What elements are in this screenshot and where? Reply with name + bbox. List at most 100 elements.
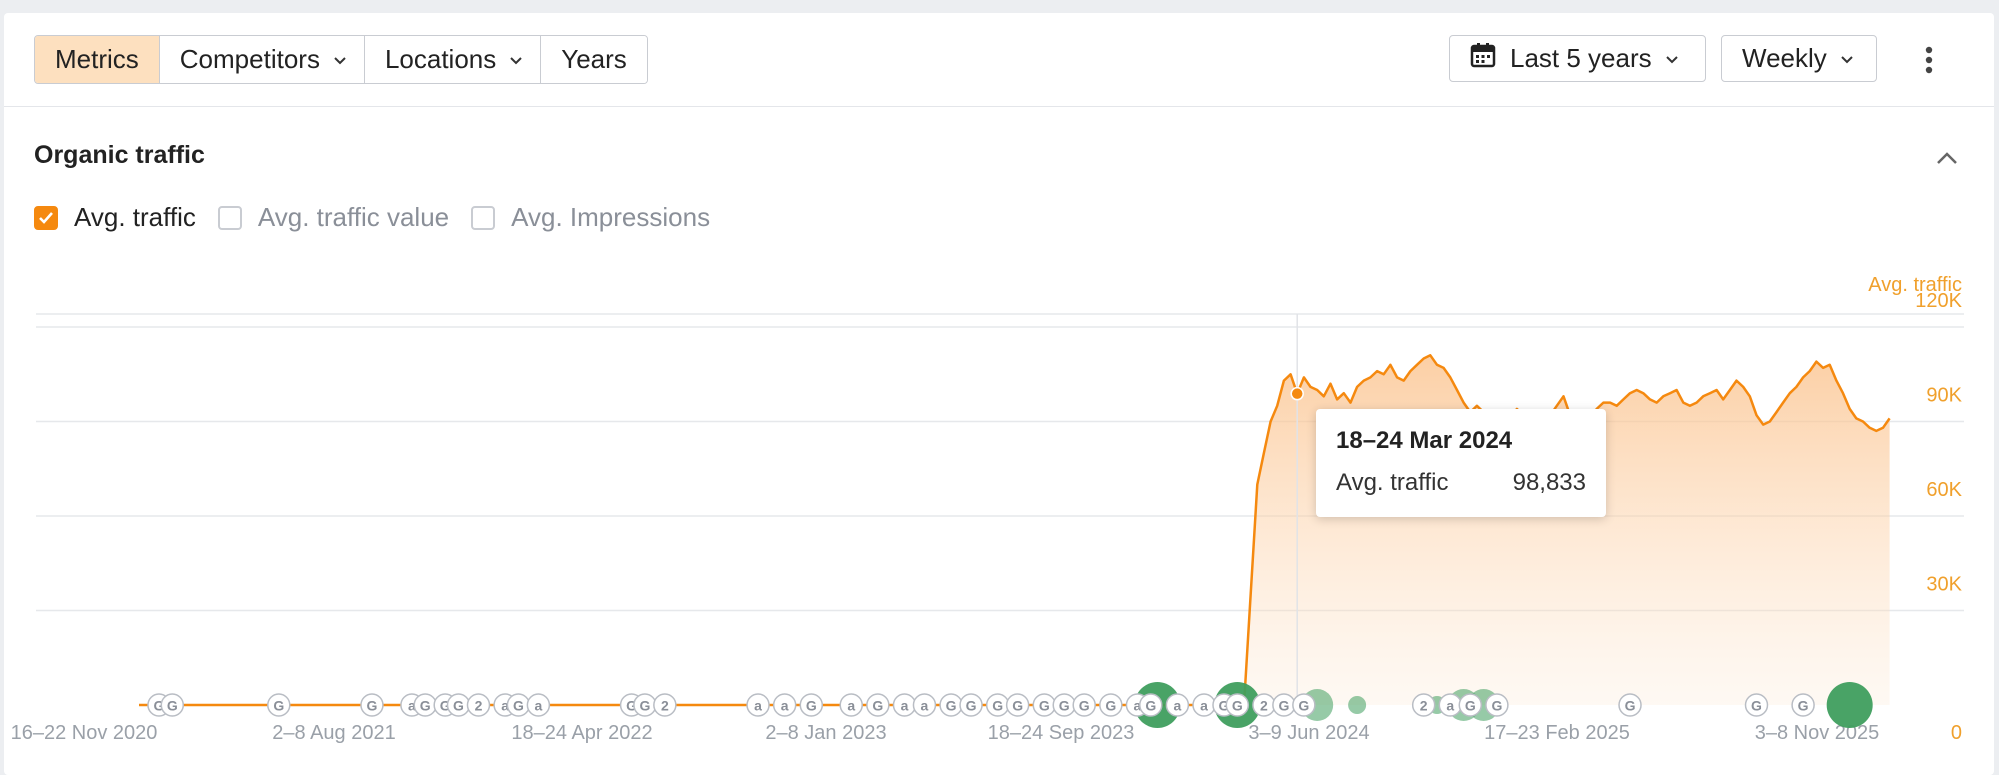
annotation-marker-label: a: [1446, 698, 1454, 714]
annotation-marker: [1791, 693, 1815, 717]
annotation-marker: [746, 693, 770, 717]
annotation-marker: [1485, 693, 1509, 717]
annotation-marker-label: G: [806, 698, 817, 714]
traffic-line: [139, 354, 1891, 707]
x-tick-label: 3–8 Nov 2025: [1755, 722, 1880, 744]
annotation-marker-label: G: [1039, 698, 1050, 714]
annotation-marker-label: G: [453, 698, 464, 714]
checkbox-icon[interactable]: [471, 205, 496, 230]
annotation-marker-label: 2: [475, 698, 483, 714]
section-title: Organic traffic: [34, 141, 205, 169]
y-tick-label: 60K: [1926, 479, 1962, 501]
metric-label: Avg. Impressions: [511, 202, 711, 232]
annotation-marker-label: G: [1079, 698, 1090, 714]
annotation-marker-label: G: [1219, 698, 1230, 714]
annotation-marker-label: G: [1298, 698, 1309, 714]
x-tick-label: 18–24 Apr 2022: [511, 722, 652, 744]
annotation-marker: [1618, 693, 1642, 717]
tab-label: Locations: [384, 44, 497, 74]
chart-toolbar: Metrics Competitors Locations Years: [4, 13, 1994, 107]
annotation-marker: [160, 693, 185, 717]
annotation-marker-label: a: [408, 698, 416, 714]
annotation-marker: [526, 693, 551, 717]
annotation-marker: [466, 693, 491, 717]
y-tick-label: 30K: [1926, 574, 1962, 596]
annotation-marker-label: G: [420, 698, 431, 714]
annotation-marker-label: G: [639, 698, 650, 714]
granularity-label: Weekly: [1742, 43, 1827, 73]
annotation-marker-label: G: [946, 698, 957, 714]
y-tick-label: 90K: [1926, 385, 1962, 407]
annotation-marker-label: G: [1798, 698, 1809, 714]
annotation-marker: [1099, 693, 1123, 717]
update-marker: [1826, 682, 1873, 728]
tab-metrics[interactable]: Metrics: [35, 36, 160, 83]
annotation-marker: [959, 693, 983, 717]
x-tick-label: 2–8 Aug 2021: [272, 722, 395, 744]
annotation-marker: [1005, 693, 1030, 717]
annotation-marker-label: a: [754, 698, 762, 714]
chevron-down-icon: [334, 55, 346, 65]
highlight-point: [1290, 386, 1304, 401]
chevron-up-icon[interactable]: [1933, 144, 1961, 172]
kebab-icon[interactable]: [1914, 45, 1944, 75]
metric-avg-traffic-value[interactable]: Avg. traffic value: [217, 202, 450, 233]
metric-label: Avg. traffic value: [257, 202, 450, 232]
annotation-marker: [1139, 693, 1163, 717]
annotation-marker-label: 2: [1420, 698, 1428, 714]
calendar-icon: [1470, 42, 1496, 75]
tab-years[interactable]: Years: [541, 36, 647, 83]
annotation-marker-label: a: [847, 698, 855, 714]
tooltip-date: 18–24 Mar 2024: [1336, 427, 1513, 454]
traffic-area: [139, 355, 1890, 705]
annotation-marker-label: G: [1145, 698, 1156, 714]
annotation-marker: [1458, 693, 1483, 717]
annotation-marker: [772, 693, 797, 717]
annotation-marker-label: a: [921, 698, 929, 714]
metric-label: Avg. traffic: [74, 202, 196, 232]
y-axis-title: Avg. traffic: [1868, 274, 1962, 296]
annotation-marker: [1072, 693, 1096, 717]
annotation-marker: [799, 693, 824, 717]
annotation-marker-label: G: [273, 698, 284, 714]
chevron-down-icon: [1841, 54, 1853, 64]
annotation-marker-label: G: [154, 698, 165, 714]
tooltip-metric: Avg. traffic: [1336, 469, 1449, 496]
annotation-marker-label: a: [534, 698, 542, 714]
annotation-marker: [839, 693, 863, 717]
annotation-marker-label: G: [513, 698, 524, 714]
annotation-marker-label: a: [1173, 698, 1181, 714]
tab-label: Years: [561, 44, 627, 74]
x-tick-label: 16–22 Nov 2020: [11, 722, 158, 744]
annotation-marker-label: G: [1625, 698, 1636, 714]
tab-locations[interactable]: Locations: [364, 36, 542, 83]
annotation-marker-label: G: [1059, 698, 1070, 714]
annotation-marker-label: G: [1491, 698, 1502, 714]
checkbox-checked-icon[interactable]: [34, 205, 58, 230]
annotation-marker-label: a: [501, 698, 509, 714]
metric-toggles: Avg. traffic Avg. traffic value Avg. Imp…: [34, 202, 732, 233]
metric-avg-traffic[interactable]: Avg. traffic: [34, 202, 196, 233]
checkbox-icon[interactable]: [217, 205, 242, 230]
annotation-marker-label: G: [626, 698, 637, 714]
update-marker: [1348, 696, 1367, 714]
granularity-select[interactable]: Weekly: [1721, 35, 1877, 82]
annotation-marker: [866, 693, 890, 717]
date-range-label: Last 5 years: [1510, 43, 1652, 73]
date-range-select[interactable]: Last 5 years: [1449, 35, 1706, 82]
traffic-chart: 120K 90K 60K 30K 0 Avg. traffic 16–22 Nov 2020…: [11, 274, 1964, 744]
tab-competitors[interactable]: Competitors: [159, 36, 365, 83]
metric-avg-impressions[interactable]: Avg. Impressions: [471, 202, 710, 233]
annotation-marker-label: a: [781, 698, 789, 714]
annotation-marker: [912, 693, 937, 717]
tab-label: Competitors: [179, 44, 320, 74]
x-tick-label: 18–24 Sep 2023: [988, 722, 1135, 744]
annotation-marker: [1744, 693, 1769, 717]
annotation-marker-label: G: [367, 698, 378, 714]
x-tick-label: 17–23 Feb 2025: [1484, 722, 1630, 744]
chart-tooltip: 18–24 Mar 2024 Avg. traffic 98,833: [1316, 409, 1606, 517]
view-tabs: Metrics Competitors Locations Years: [34, 35, 648, 84]
annotation-marker: [1411, 693, 1436, 717]
annotation-marker: [653, 693, 677, 717]
annotation-marker-label: G: [1465, 698, 1476, 714]
